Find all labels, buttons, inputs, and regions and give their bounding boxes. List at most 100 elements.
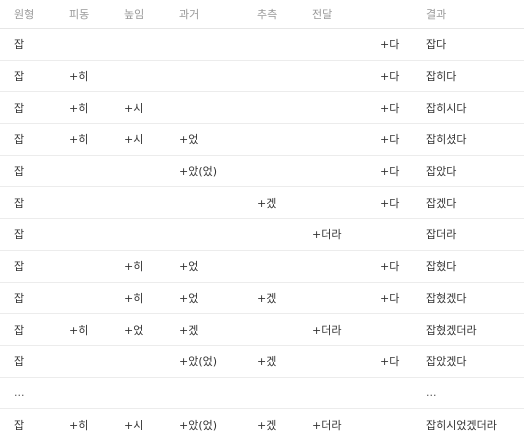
cell-ending: +다 <box>366 123 412 156</box>
table-row: 잡 +히 +다 잡히다 <box>0 60 524 93</box>
cell-result: ... <box>412 377 524 410</box>
table-header: 원형 피동 높임 과거 추측 전달 결과 <box>0 0 524 29</box>
cell-report: +더라 <box>298 218 366 251</box>
table-row: 잡 +히 +시 +다 잡히시다 <box>0 91 524 125</box>
cell-report <box>298 28 366 61</box>
cell-past: +었 <box>165 123 243 156</box>
cell-root: 잡 <box>0 313 55 346</box>
cell-ending <box>366 377 412 410</box>
cell-honorific <box>110 186 165 220</box>
table-row: ...... <box>0 377 524 410</box>
header-past: 과거 <box>165 0 243 29</box>
cell-passive <box>55 250 110 283</box>
table-row: 잡 +더라 잡더라 <box>0 218 524 251</box>
cell-ending: +다 <box>366 250 412 283</box>
cell-report <box>298 60 366 93</box>
cell-ending: +다 <box>366 282 412 315</box>
cell-conjecture <box>243 218 298 251</box>
cell-conjecture: +겠 <box>243 345 298 378</box>
cell-ending <box>366 313 412 346</box>
cell-past: +었 <box>165 250 243 283</box>
table-row: 잡 +았(었) +겠 +다 잡았겠다 <box>0 345 524 378</box>
cell-report <box>298 282 366 315</box>
cell-passive: +히 <box>55 123 110 156</box>
cell-conjecture <box>243 377 298 410</box>
cell-ending <box>366 409 412 440</box>
table-row: 잡 +았(었) +다 잡았다 <box>0 155 524 188</box>
cell-report: +더라 <box>298 313 366 346</box>
cell-conjecture <box>243 60 298 93</box>
cell-conjecture: +겠 <box>243 282 298 315</box>
header-result: 결과 <box>412 0 524 29</box>
table-row: 잡 +히 +었 +겠 +다 잡혔겠다 <box>0 282 524 315</box>
cell-result: 잡히다 <box>412 60 524 93</box>
cell-result: 잡았겠다 <box>412 345 524 378</box>
cell-root: 잡 <box>0 123 55 156</box>
cell-root: 잡 <box>0 60 55 93</box>
cell-result: 잡혔겠더라 <box>412 313 524 346</box>
cell-past: +았(었) <box>179 418 218 432</box>
cell-conjecture <box>243 91 298 125</box>
cell-conjecture <box>243 28 298 61</box>
cell-honorific: +히 <box>110 282 165 315</box>
cell-root: 잡 <box>0 345 55 378</box>
cell-conjecture <box>243 250 298 283</box>
cell-honorific: +히 <box>110 250 165 283</box>
cell-conjecture <box>243 123 298 156</box>
cell-honorific: +시 <box>110 123 165 156</box>
cell-result: 잡았다 <box>412 155 524 188</box>
cell-conjecture <box>243 155 298 188</box>
cell-passive <box>55 28 110 61</box>
cell-conjecture: +겠 <box>257 418 277 432</box>
cell-ending: +다 <box>366 60 412 93</box>
cell-ending: +다 <box>366 155 412 188</box>
cell-report <box>298 91 366 125</box>
table-body: 잡 +다 잡다 잡 +히 +다 잡히다 잡 +히 +시 +다 잡히시다 잡 +히 +시 +었 +다 잡히셨다 잡 +았… <box>0 28 524 440</box>
cell-past <box>165 218 243 251</box>
table-row: 잡 +히 +었 +다 잡혔다 <box>0 250 524 283</box>
cell-past <box>165 60 243 93</box>
cell-honorific: +시 <box>110 91 165 125</box>
cell-result: 잡다 <box>412 28 524 61</box>
cell-honorific: +었 <box>110 313 165 346</box>
table-row: 잡 +다 잡다 <box>0 28 524 61</box>
cell-passive: +히 <box>55 313 110 346</box>
cell-honorific <box>110 377 165 410</box>
cell-root: 잡 <box>0 28 55 61</box>
cell-report: +더라 <box>312 418 342 432</box>
cell-result: 잡히시다 <box>412 91 524 125</box>
cell-report <box>298 186 366 220</box>
cell-passive <box>55 345 110 378</box>
cell-passive <box>55 155 110 188</box>
cell-honorific <box>110 155 165 188</box>
table-row: 잡 +히 +었 +겠 +더라 잡혔겠더라 <box>0 313 524 346</box>
cell-past: +었 <box>165 282 243 315</box>
cell-passive <box>55 282 110 315</box>
header-row: 원형 피동 높임 과거 추측 전달 결과 <box>0 0 524 29</box>
header-honorific: 높임 <box>110 0 165 29</box>
cell-root: 잡 <box>0 155 55 188</box>
cell-root: 잡 <box>0 250 55 283</box>
header-ending <box>366 0 412 29</box>
cell-past: +겠 <box>165 313 243 346</box>
cell-honorific <box>110 218 165 251</box>
cell-past: +았(었) <box>165 345 243 378</box>
cell-ending: +다 <box>366 186 412 220</box>
cell-result: 잡히시었겠더라 <box>426 418 497 432</box>
cell-result: 잡히셨다 <box>412 123 524 156</box>
cell-conjecture: +겠 <box>243 186 298 220</box>
table-row: 잡 +히 +시 +었 +다 잡히셨다 <box>0 123 524 156</box>
cell-passive: +히 <box>55 60 110 93</box>
cell-past: +았(었) <box>165 155 243 188</box>
cell-result: 잡혔다 <box>412 250 524 283</box>
header-root: 원형 <box>0 0 55 29</box>
cell-ending: +다 <box>366 91 412 125</box>
table-row: 잡 +겠 +다 잡겠다 <box>0 186 524 220</box>
cell-report <box>298 345 366 378</box>
cell-past <box>165 91 243 125</box>
cell-root: 잡 <box>0 91 55 125</box>
cell-ending <box>366 218 412 251</box>
header-passive: 피동 <box>55 0 110 29</box>
cell-result: 잡겠다 <box>412 186 524 220</box>
